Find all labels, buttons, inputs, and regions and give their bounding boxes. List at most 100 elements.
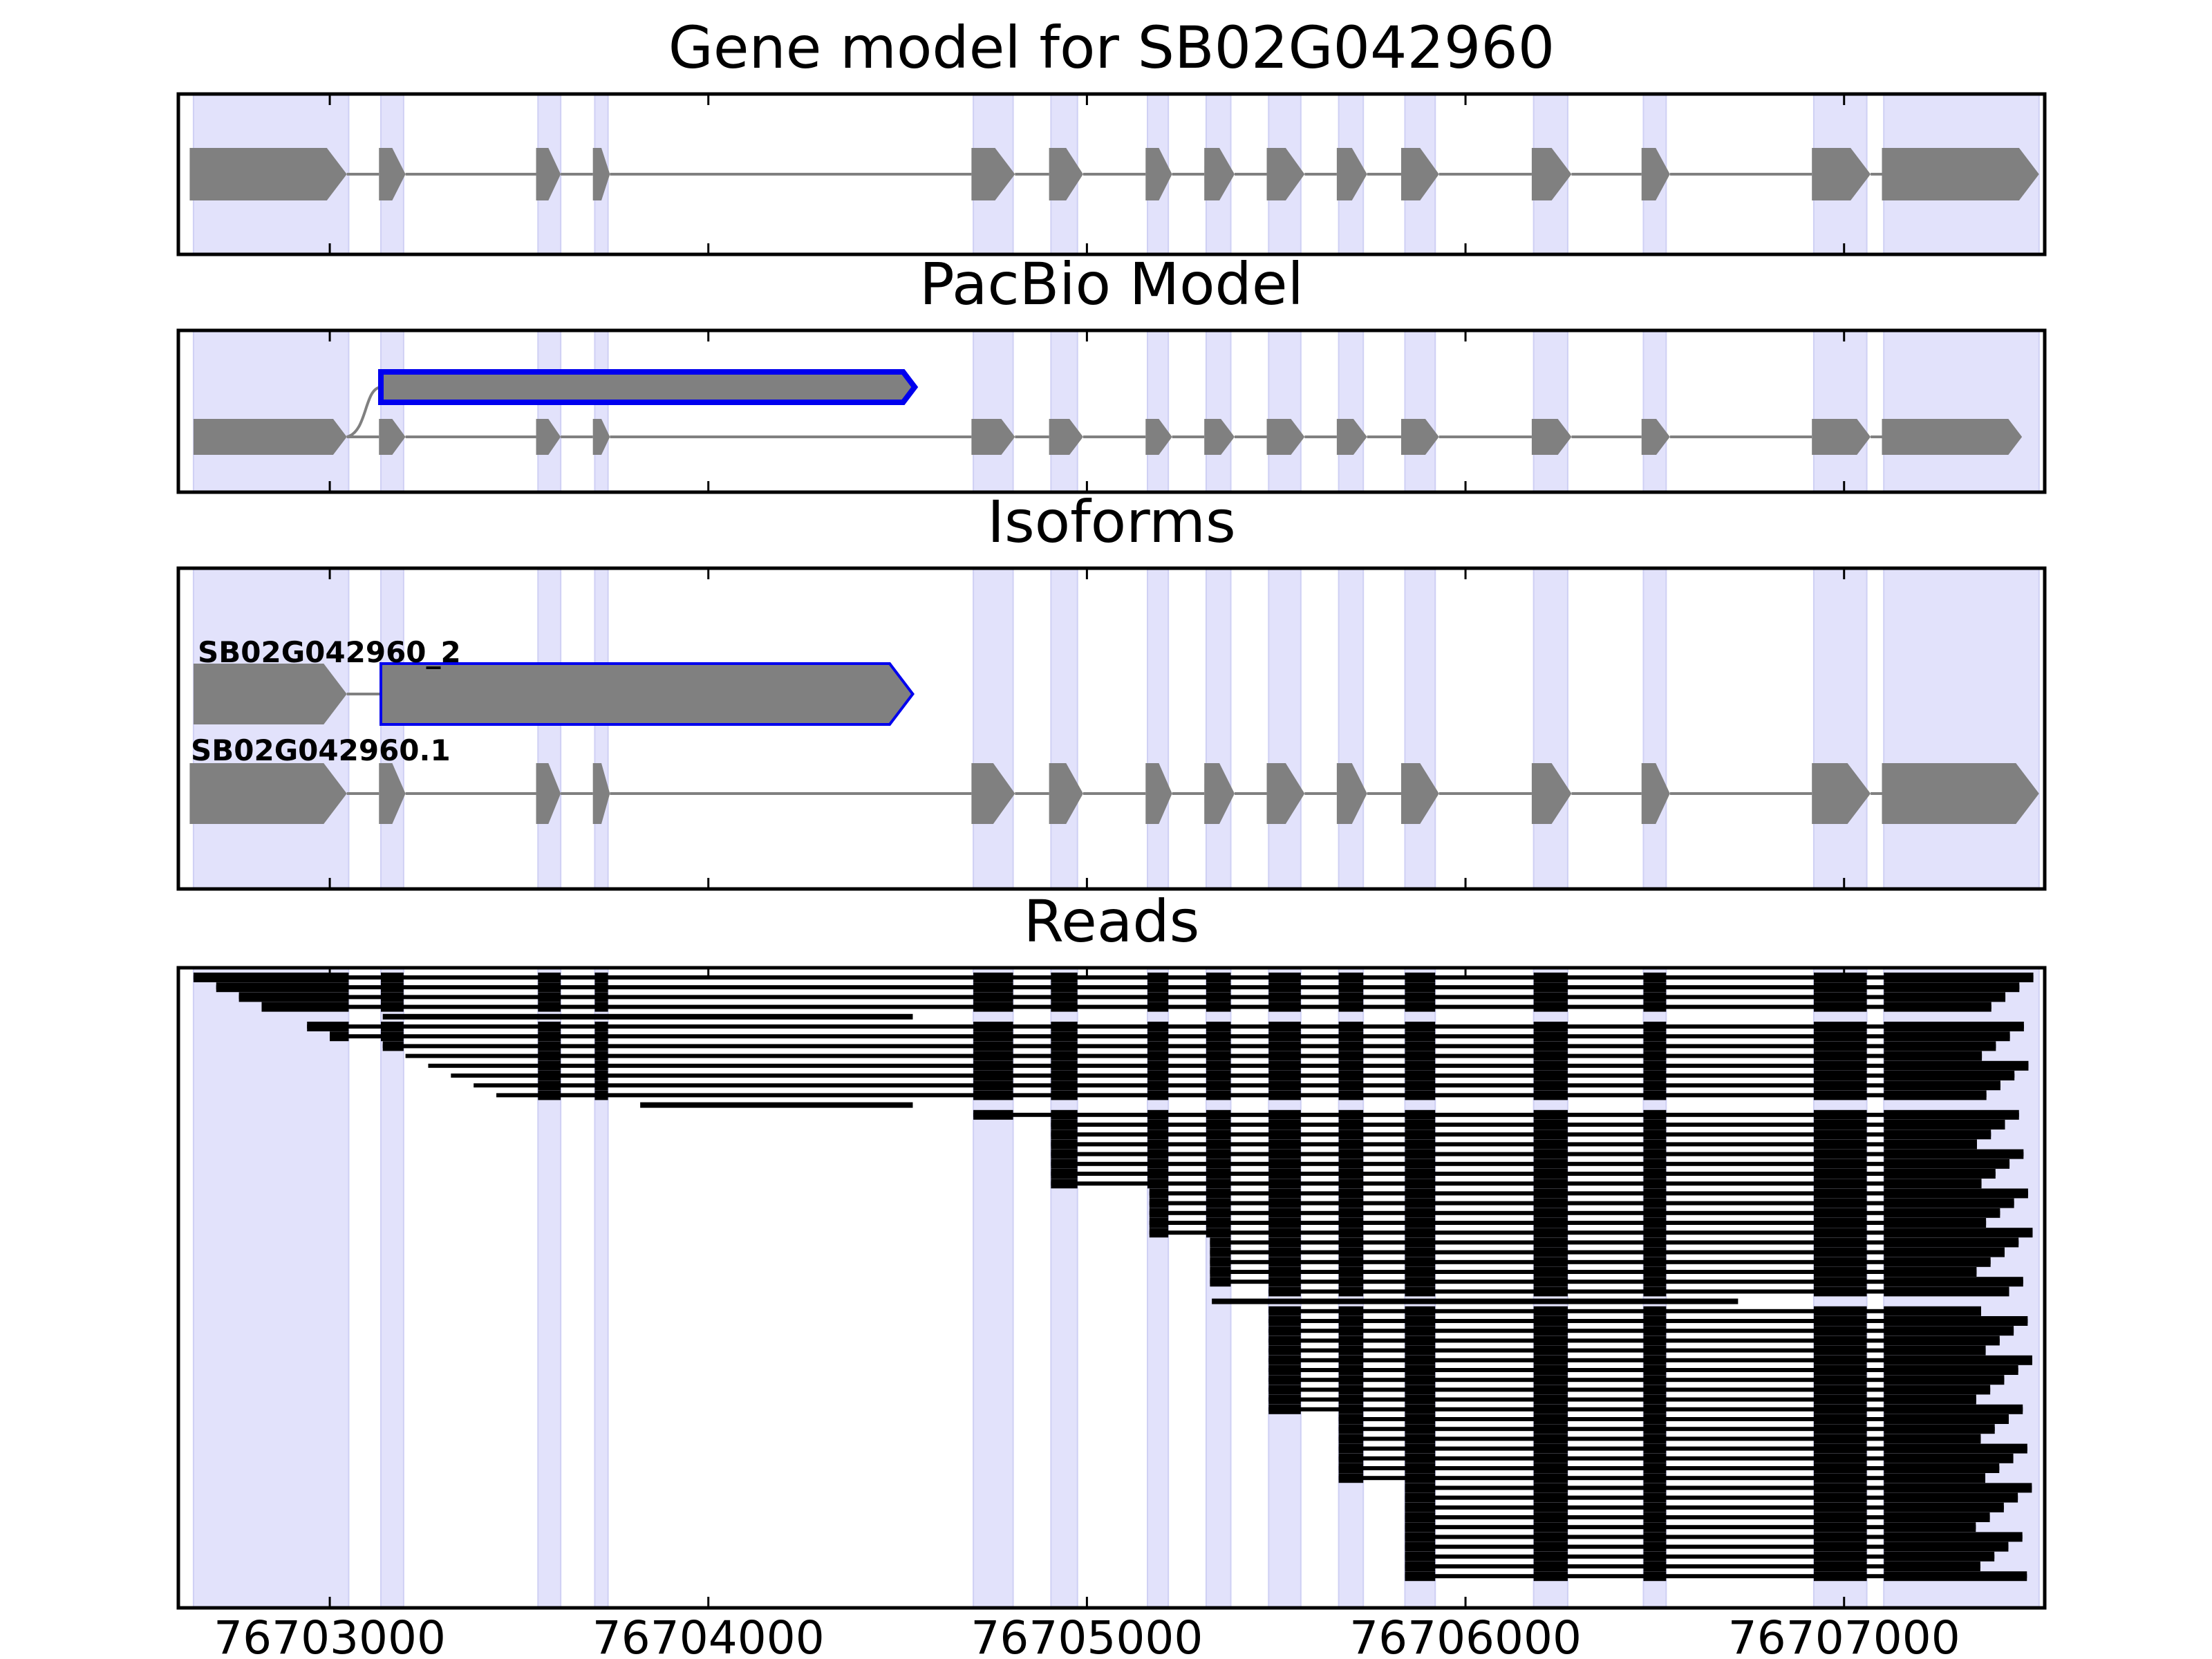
- read-block: [1405, 1109, 1436, 1120]
- read-line: [1338, 1446, 2027, 1451]
- x-tick-label: 76703000: [214, 1611, 446, 1659]
- read-block: [1051, 1031, 1078, 1042]
- read-block: [1147, 973, 1169, 982]
- read-block: [1813, 1316, 1867, 1326]
- read-block: [1338, 1277, 1364, 1287]
- read-block: [1884, 1326, 2014, 1336]
- read-block: [1533, 1286, 1568, 1297]
- read-block: [1813, 1345, 1867, 1356]
- read-block: [1338, 1394, 1364, 1405]
- read-block: [1533, 1316, 1568, 1326]
- read-block: [1268, 1188, 1301, 1199]
- read-block: [1643, 1532, 1667, 1542]
- read-block: [1405, 1512, 1436, 1522]
- read-block: [1533, 1424, 1568, 1434]
- read-block: [1884, 1080, 2000, 1091]
- read-block: [1643, 1306, 1667, 1316]
- read-block: [1533, 1228, 1568, 1238]
- read-block: [594, 1031, 608, 1042]
- read-block: [1206, 1179, 1231, 1189]
- pacbio-exon: [1641, 419, 1670, 455]
- read-line: [1268, 1378, 2005, 1382]
- exon-band: [1533, 568, 1568, 890]
- read-block: [1884, 1120, 2005, 1130]
- read-block: [1405, 1434, 1436, 1444]
- read-block: [1405, 1326, 1436, 1336]
- read-block: [1813, 1551, 1867, 1562]
- read-block: [1884, 1483, 2032, 1493]
- panel-frame-reads: [176, 966, 2047, 1610]
- read-block: [1643, 1473, 1667, 1483]
- read-block: [973, 982, 1013, 993]
- read-block: [1643, 1365, 1667, 1375]
- read-block: [381, 982, 404, 993]
- gene-model-exon: [1531, 148, 1572, 200]
- read-block: [1813, 1483, 1867, 1493]
- read-block: [1884, 1090, 1987, 1100]
- read-line: [405, 1053, 1983, 1058]
- read-block: [1405, 1453, 1436, 1463]
- read-block: [594, 973, 608, 982]
- read-block: [1268, 1051, 1301, 1061]
- read-alignment: [382, 1013, 913, 1020]
- read-block: [973, 1090, 1013, 1100]
- read-block: [1643, 1522, 1667, 1533]
- read-block: [1884, 1228, 2033, 1238]
- read-block: [1533, 1443, 1568, 1454]
- exon-band: [1205, 330, 1232, 493]
- read-block: [1405, 1257, 1436, 1267]
- read-block: [1405, 1080, 1436, 1091]
- read-block: [538, 1022, 561, 1031]
- read-block: [1813, 1473, 1867, 1483]
- read-line: [973, 1112, 2019, 1117]
- read-block: [381, 1031, 404, 1042]
- read-block: [1405, 1473, 1436, 1483]
- read-block: [1533, 1257, 1568, 1267]
- gene-model-exon: [592, 148, 610, 200]
- read-block: [1813, 1120, 1867, 1130]
- read-block: [1884, 1335, 2000, 1346]
- read-block: [1206, 1120, 1231, 1130]
- read-block: [1268, 992, 1301, 1002]
- read-block: [1643, 1424, 1667, 1434]
- read-block: [1405, 1394, 1436, 1405]
- pacbio-exon: [971, 419, 1015, 455]
- read-block: [1643, 1247, 1667, 1257]
- gene-model-exon: [971, 148, 1015, 200]
- read-block: [1338, 1267, 1364, 1277]
- read-block: [1533, 1179, 1568, 1189]
- read-block: [1643, 1031, 1667, 1042]
- read-block: [1884, 1571, 2027, 1582]
- read-block: [973, 1071, 1013, 1080]
- read-block: [1643, 1060, 1667, 1071]
- read-block: [594, 1051, 608, 1061]
- read-block: [1533, 1188, 1568, 1199]
- read-block: [1338, 1286, 1364, 1297]
- read-block: [1643, 992, 1667, 1002]
- read-block: [1405, 1532, 1436, 1542]
- read-block: [1268, 1109, 1301, 1120]
- read-block: [1813, 1385, 1867, 1395]
- read-block: [1206, 1208, 1231, 1218]
- read-block: [1533, 1159, 1568, 1169]
- read-line: [1051, 1132, 1991, 1137]
- read-block: [1533, 1002, 1568, 1012]
- isoform-label: SB02G042960_2: [198, 635, 461, 669]
- exon-band: [1147, 568, 1170, 890]
- read-block: [1206, 1060, 1231, 1071]
- read-block: [1206, 1159, 1231, 1169]
- read-block: [1149, 1218, 1169, 1228]
- panel-title-pacbio: PacBio Model: [919, 250, 1304, 318]
- read-block: [1149, 1188, 1169, 1199]
- read-block: [1884, 1453, 2014, 1463]
- read-block: [1051, 1060, 1078, 1071]
- read-block: [1268, 1306, 1301, 1316]
- read-block: [1643, 1277, 1667, 1287]
- isoform-exon: [379, 662, 915, 726]
- read-line: [1405, 1485, 2032, 1490]
- read-block: [1643, 1208, 1667, 1218]
- gene-model-exon: [379, 148, 406, 200]
- read-block: [1210, 1247, 1231, 1257]
- read-block: [1813, 1434, 1867, 1444]
- read-block: [1405, 1443, 1436, 1454]
